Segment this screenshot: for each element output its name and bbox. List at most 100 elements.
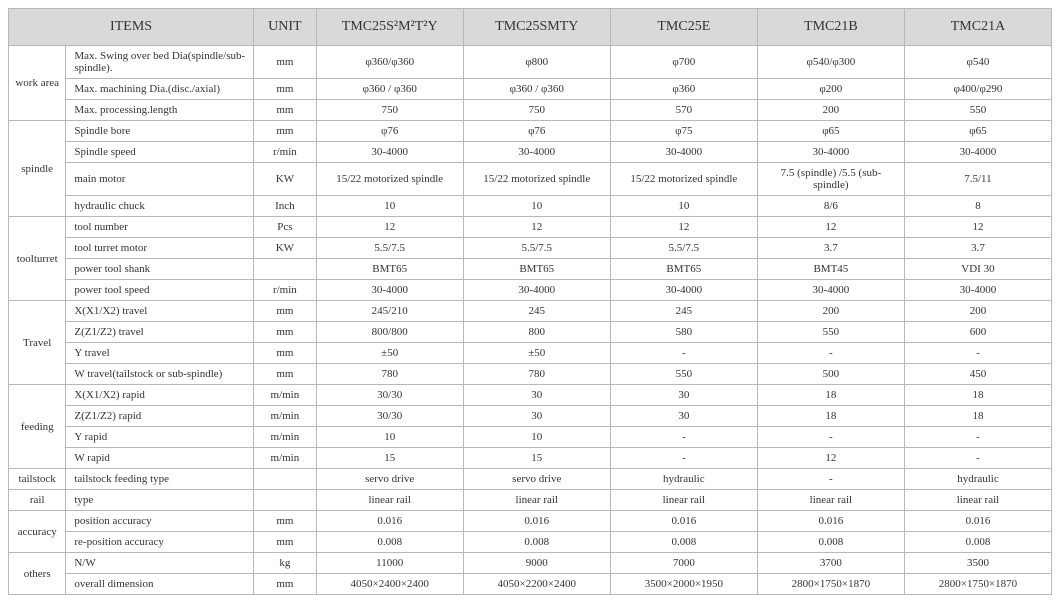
table-body: work areaMax. Swing over bed Dia(spindle… (9, 46, 1052, 595)
item-label: Max. processing.length (66, 100, 254, 121)
unit-cell (254, 490, 317, 511)
value-cell: - (757, 343, 904, 364)
unit-cell: mm (254, 511, 317, 532)
value-cell: 30-4000 (757, 280, 904, 301)
value-cell: 30-4000 (463, 280, 610, 301)
table-row: Max. processing.lengthmm750750570200550 (9, 100, 1052, 121)
header-items: ITEMS (9, 9, 254, 46)
value-cell: 600 (904, 322, 1051, 343)
value-cell: 0.016 (463, 511, 610, 532)
value-cell: BMT65 (316, 259, 463, 280)
unit-cell: KW (254, 163, 317, 196)
value-cell: 800/800 (316, 322, 463, 343)
value-cell: 30/30 (316, 385, 463, 406)
value-cell: 10 (463, 427, 610, 448)
value-cell: φ65 (904, 121, 1051, 142)
value-cell: 30 (610, 406, 757, 427)
value-cell: 450 (904, 364, 1051, 385)
item-label: position accuracy (66, 511, 254, 532)
table-row: Z(Z1/Z2) rapidm/min30/3030301818 (9, 406, 1052, 427)
group-label: Travel (9, 301, 66, 385)
value-cell: φ540 (904, 46, 1051, 79)
value-cell: linear rail (757, 490, 904, 511)
value-cell: 15/22 motorized spindle (610, 163, 757, 196)
value-cell: 18 (904, 406, 1051, 427)
value-cell: 3.7 (904, 238, 1051, 259)
value-cell: 7.5/11 (904, 163, 1051, 196)
value-cell: 200 (757, 100, 904, 121)
value-cell: 18 (904, 385, 1051, 406)
value-cell: 550 (757, 322, 904, 343)
group-label: others (9, 553, 66, 595)
value-cell: 11000 (316, 553, 463, 574)
value-cell: 3700 (757, 553, 904, 574)
table-row: tool turret motorKW5.5/7.55.5/7.55.5/7.5… (9, 238, 1052, 259)
value-cell: 12 (610, 217, 757, 238)
value-cell: 0.016 (610, 511, 757, 532)
unit-cell: r/min (254, 142, 317, 163)
value-cell: 12 (463, 217, 610, 238)
value-cell: - (610, 448, 757, 469)
table-row: re-position accuracymm0.0080.0080.0080.0… (9, 532, 1052, 553)
group-label: feeding (9, 385, 66, 469)
value-cell: 0.016 (316, 511, 463, 532)
item-label: power tool speed (66, 280, 254, 301)
value-cell: 30-4000 (610, 280, 757, 301)
item-label: power tool shank (66, 259, 254, 280)
table-row: Z(Z1/Z2) travelmm800/800800580550600 (9, 322, 1052, 343)
table-row: othersN/Wkg110009000700037003500 (9, 553, 1052, 574)
value-cell: 0.016 (757, 511, 904, 532)
item-label: W travel(tailstock or sub-spindle) (66, 364, 254, 385)
value-cell: 580 (610, 322, 757, 343)
table-row: W travel(tailstock or sub-spindle)mm7807… (9, 364, 1052, 385)
item-label: W rapid (66, 448, 254, 469)
value-cell: linear rail (463, 490, 610, 511)
table-row: feedingX(X1/X2) rapidm/min30/3030301818 (9, 385, 1052, 406)
unit-cell: kg (254, 553, 317, 574)
value-cell: 30-4000 (316, 280, 463, 301)
table-row: toolturrettool numberPcs1212121212 (9, 217, 1052, 238)
unit-cell: mm (254, 322, 317, 343)
value-cell: 12 (757, 217, 904, 238)
group-label: spindle (9, 121, 66, 217)
item-label: Z(Z1/Z2) rapid (66, 406, 254, 427)
table-row: accuracyposition accuracymm0.0160.0160.0… (9, 511, 1052, 532)
value-cell: 200 (757, 301, 904, 322)
value-cell: 30 (610, 385, 757, 406)
value-cell: linear rail (904, 490, 1051, 511)
value-cell: 7.5 (spindle) /5.5 (sub-spindle) (757, 163, 904, 196)
value-cell: 15/22 motorized spindle (316, 163, 463, 196)
value-cell: 800 (463, 322, 610, 343)
value-cell: 570 (610, 100, 757, 121)
table-header: ITEMS UNIT TMC25S²M²T²Y TMC25SMTY TMC25E… (9, 9, 1052, 46)
item-label: Y rapid (66, 427, 254, 448)
value-cell: 15 (463, 448, 610, 469)
value-cell: 18 (757, 385, 904, 406)
value-cell: VDI 30 (904, 259, 1051, 280)
unit-cell: mm (254, 301, 317, 322)
header-unit: UNIT (254, 9, 317, 46)
value-cell: 12 (757, 448, 904, 469)
value-cell: BMT45 (757, 259, 904, 280)
unit-cell: m/min (254, 427, 317, 448)
group-label: tailstock (9, 469, 66, 490)
value-cell: servo drive (316, 469, 463, 490)
item-label: Max. Swing over bed Dia(spindle/sub-spin… (66, 46, 254, 79)
value-cell: 15/22 motorized spindle (463, 163, 610, 196)
value-cell: 500 (757, 364, 904, 385)
value-cell: 0.016 (904, 511, 1051, 532)
table-row: main motorKW15/22 motorized spindle15/22… (9, 163, 1052, 196)
group-label: rail (9, 490, 66, 511)
value-cell: linear rail (610, 490, 757, 511)
unit-cell: mm (254, 100, 317, 121)
value-cell: 30 (463, 385, 610, 406)
table-row: hydraulic chuckInch1010108/68 (9, 196, 1052, 217)
item-label: tool number (66, 217, 254, 238)
value-cell: 9000 (463, 553, 610, 574)
value-cell: 2800×1750×1870 (757, 574, 904, 595)
value-cell: - (610, 427, 757, 448)
value-cell: 0.008 (610, 532, 757, 553)
item-label: Y travel (66, 343, 254, 364)
value-cell: φ200 (757, 79, 904, 100)
value-cell: 30/30 (316, 406, 463, 427)
